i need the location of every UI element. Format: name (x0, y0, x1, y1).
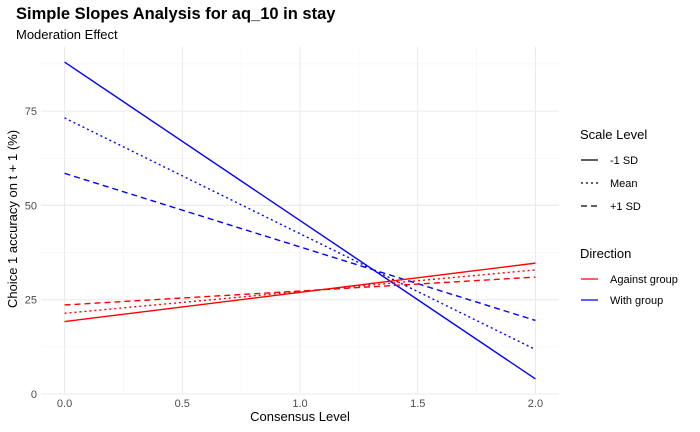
series-layer (64, 61, 536, 380)
y-axis-title: Choice 1 accuracy on t + 1 (%) (5, 130, 20, 308)
x-tick-label: 1.0 (292, 398, 307, 410)
series-line-against-group-dashed (64, 276, 536, 306)
legend-direction: Direction Against group With group (580, 246, 678, 307)
chart-title: Simple Slopes Analysis for aq_10 in stay (16, 5, 336, 23)
y-tick-label: 25 (25, 295, 37, 307)
legend-direction-title: Direction (580, 246, 631, 261)
legend-scale-level: Scale Level -1 SD Mean +1 SD (580, 127, 647, 213)
legend-label-scale: +1 SD (610, 201, 641, 213)
legend-label-scale: Mean (610, 178, 638, 190)
y-tick-label: 50 (25, 200, 37, 212)
y-axis-ticks: 0 25 50 75 (25, 106, 37, 401)
x-axis-ticks: 0.0 0.5 1.0 1.5 2.0 (57, 398, 543, 410)
x-tick-label: 0.0 (57, 398, 72, 410)
x-tick-label: 2.0 (528, 398, 543, 410)
y-tick-label: 0 (31, 389, 37, 401)
series-line-with-group-solid (64, 61, 536, 380)
legend-label-direction: Against group (610, 274, 678, 286)
x-tick-label: 1.5 (410, 398, 425, 410)
chart-subtitle: Moderation Effect (16, 27, 118, 42)
x-tick-label: 0.5 (175, 398, 190, 410)
x-axis-title: Consensus Level (250, 409, 350, 424)
grid (41, 47, 559, 395)
legend-scale-title: Scale Level (580, 127, 647, 142)
series-line-with-group-dashed (64, 172, 536, 322)
series-line-against-group-solid (64, 262, 536, 323)
legend-label-scale: -1 SD (610, 155, 638, 167)
y-tick-label: 75 (25, 106, 37, 118)
legend-label-direction: With group (610, 295, 663, 307)
